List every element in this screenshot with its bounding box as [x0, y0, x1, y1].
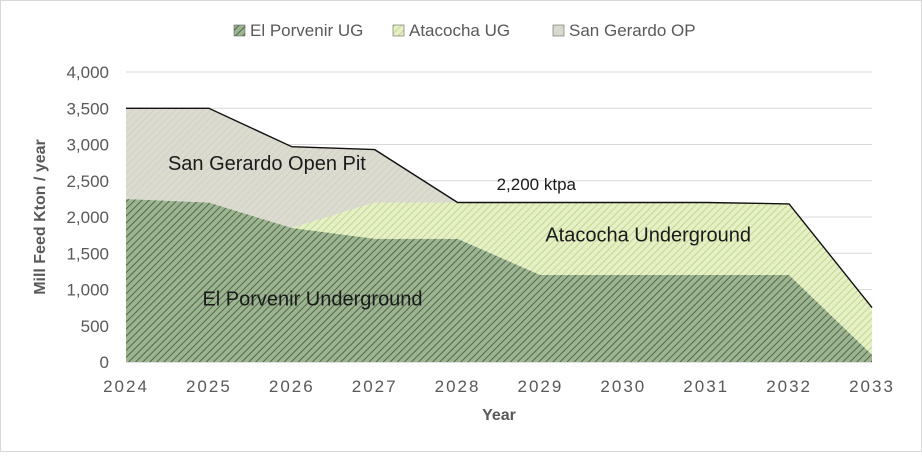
y-tick-label: 2,500	[66, 172, 109, 191]
total-outline	[126, 107, 873, 309]
x-tick-label: 2033	[849, 377, 895, 396]
y-tick-label: 2,000	[66, 208, 109, 227]
x-tick-label: 2028	[435, 377, 481, 396]
y-tick-label: 500	[81, 317, 109, 336]
legend-label: San Gerardo OP	[569, 21, 696, 40]
annotations: San Gerardo Open Pit 2,200 ktpa Atacocha U…	[168, 153, 751, 311]
legend-label: El Porvenir UG	[250, 21, 363, 40]
annotation-label: Atacocha Underground	[545, 225, 751, 247]
x-tick-label: 2029	[518, 377, 564, 396]
area-san-gerardo-op	[126, 108, 872, 308]
y-tick-label: 1,500	[66, 244, 109, 263]
x-tick-label: 2031	[683, 377, 729, 396]
legend-swatch	[233, 24, 246, 37]
series-areas	[126, 108, 872, 362]
legend: El Porvenir UG Atacocha UG San Gerardo OP	[233, 21, 696, 40]
x-tick-label: 2027	[352, 377, 398, 396]
x-tick-label: 2026	[269, 377, 315, 396]
x-axis-title: Year	[482, 407, 516, 424]
legend-swatch	[552, 24, 565, 37]
annotation-label: San Gerardo Open Pit	[168, 153, 366, 175]
y-axis-title: Mill Feed Kton / year	[32, 139, 49, 295]
x-tick-label: 2032	[766, 377, 812, 396]
annotation-label: El Porvenir Underground	[202, 288, 422, 310]
annotation-label: 2,200 ktpa	[497, 175, 577, 194]
x-tick-label: 2030	[600, 377, 646, 396]
area-el-porvenir-ug	[126, 198, 872, 362]
x-axis-ticks: 2024 2025 2026 2027 2028 2029 2030 2031 2032 2033	[103, 377, 895, 396]
y-tick-label: 4,000	[66, 63, 109, 82]
x-tick-label: 2024	[103, 377, 149, 396]
y-axis-ticks: 0 500 1,000 1,500 2,000 2,500 3,000 3,500 4,000	[66, 63, 109, 372]
y-tick-label: 1,000	[66, 281, 109, 300]
legend-label: Atacocha UG	[409, 21, 510, 40]
y-tick-label: 0	[100, 353, 109, 372]
x-tick-label: 2025	[186, 377, 232, 396]
area-atacocha-ug	[126, 198, 872, 355]
legend-swatch	[392, 24, 405, 37]
y-tick-label: 3,500	[66, 99, 109, 118]
y-tick-label: 3,000	[66, 136, 109, 155]
